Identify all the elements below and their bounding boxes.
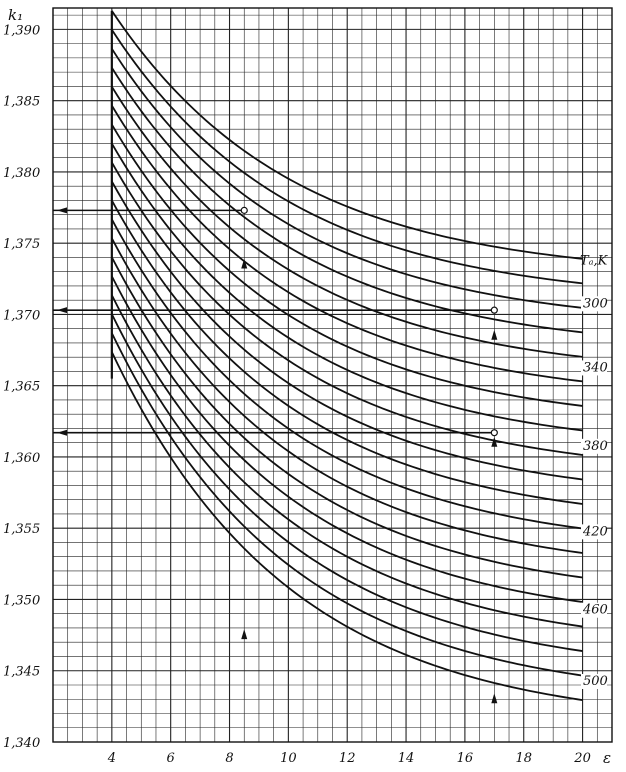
curve-Ta-460: [111, 181, 583, 481]
curve-Ta-440: [111, 162, 583, 456]
y-tick-label: 1,385: [3, 95, 40, 110]
x-tick-label: 16: [457, 751, 474, 766]
y-tick-label: 1,350: [3, 593, 40, 608]
y-tick-label: 1,360: [3, 451, 40, 466]
arrow-up: [491, 693, 498, 704]
curve-Ta-380: [111, 105, 583, 383]
tick-labels: 1,340 1,345 1,350 1,355 1,360 1,365 1,370 1,375…: [3, 23, 608, 766]
curve-Ta-420: [111, 143, 583, 432]
x-tick-label: 8: [225, 751, 233, 766]
y-axis-label: k₁: [8, 6, 23, 24]
y-tick-label: 1,390: [3, 23, 40, 38]
curve-Ta-560: [111, 275, 583, 603]
legend-label: 300: [583, 296, 608, 311]
legend-label-bg: [581, 602, 607, 618]
curve-Ta-300: [111, 29, 583, 285]
curve-Ta-520: [111, 237, 583, 554]
y-tick-label: 1,380: [3, 166, 40, 181]
curve-Ta-280: [111, 10, 583, 260]
y-tick-label: 1,345: [3, 665, 40, 680]
x-tick-label: 6: [167, 751, 175, 766]
x-tick-label: 18: [515, 751, 532, 766]
arrow-left: [57, 307, 67, 314]
curve-Ta-360: [111, 86, 583, 358]
arrow-up: [491, 436, 498, 447]
arrow-up: [241, 258, 248, 269]
x-tick-label: 20: [573, 751, 591, 766]
legend-label-bg: [581, 360, 607, 376]
x-axis-label: ε: [603, 749, 611, 767]
x-tick-label: 10: [280, 751, 297, 766]
legend-label-bg: [581, 524, 607, 540]
x-tick-label: 14: [398, 751, 415, 766]
y-tick-label: 1,340: [3, 736, 40, 751]
curve-Ta-480: [111, 199, 583, 505]
curve-Ta-400: [111, 124, 583, 407]
curve-Ta-600: [111, 313, 583, 652]
arrow-up: [241, 629, 248, 640]
curve-Ta-340: [111, 67, 583, 334]
y-tick-label: 1,370: [3, 308, 40, 323]
y-tick-label: 1,375: [3, 237, 40, 252]
legend-label: 380: [583, 439, 608, 454]
x-tick-label: 4: [107, 751, 116, 766]
legend-label: 420: [582, 524, 608, 539]
curve-Ta-580: [111, 294, 583, 628]
legend-label: 500: [583, 674, 608, 689]
arrow-up: [491, 329, 498, 340]
curve-Ta-620: [111, 332, 583, 677]
marker-point: [490, 306, 498, 314]
arrow-left: [57, 429, 67, 436]
y-tick-label: 1,365: [3, 380, 40, 395]
plot-frame: [52, 7, 613, 743]
arrow-left: [57, 207, 67, 214]
curve-Ta-320: [111, 48, 583, 309]
curve-Ta-640: [111, 351, 583, 701]
legend-title: Tₐ,K: [580, 254, 609, 269]
legend-label-bg: [581, 438, 607, 454]
marker-point: [490, 429, 498, 437]
grid: [52, 7, 613, 743]
y-tick-label: 1,355: [3, 522, 40, 537]
legend-label-bg: [581, 673, 607, 689]
legend-label: 460: [582, 603, 608, 618]
curve-Ta-500: [111, 218, 583, 530]
curve-Ta-540: [111, 256, 583, 579]
marker-point: [240, 206, 248, 214]
annotations: [53, 206, 498, 704]
legend-label-bg: [581, 296, 607, 312]
x-tick-label: 12: [339, 751, 356, 766]
legend-label: 340: [583, 360, 608, 375]
curves: [111, 10, 583, 701]
